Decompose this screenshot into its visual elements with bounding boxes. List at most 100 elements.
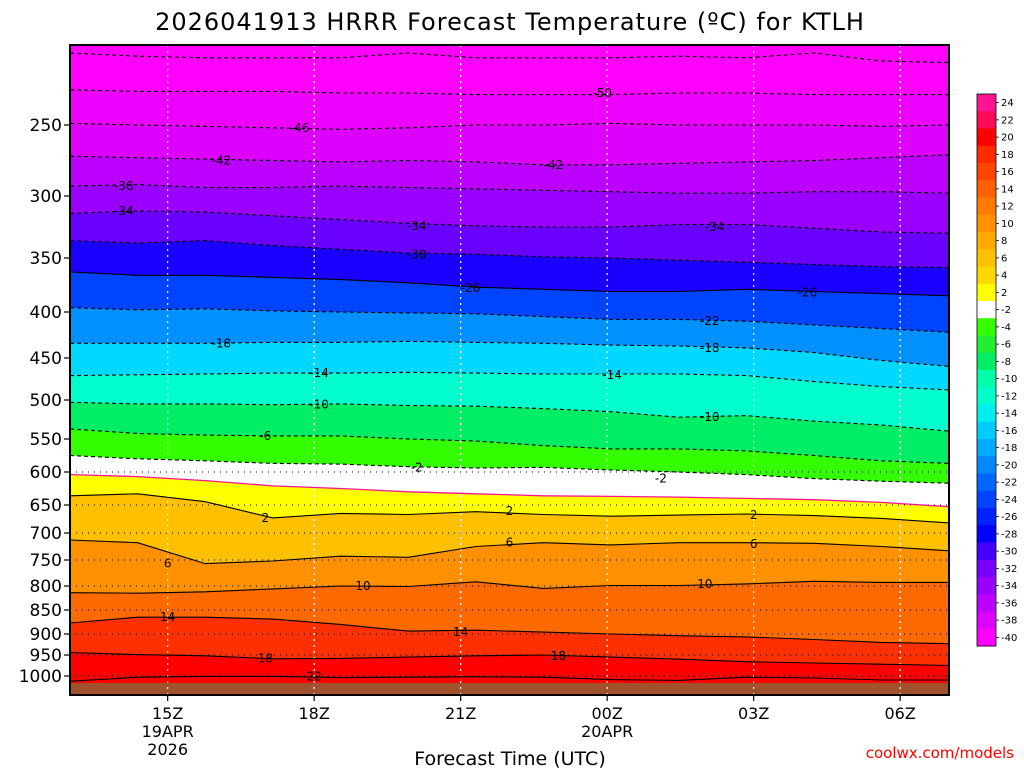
colorbar-label: -38 — [1001, 616, 1017, 627]
colorbar-swatch — [977, 145, 996, 164]
contour-label: 14 — [160, 610, 175, 624]
contour-label: 2 — [262, 511, 270, 525]
contour-line — [70, 675, 949, 682]
colorbar-label: -12 — [1001, 391, 1017, 402]
colorbar-swatch — [977, 456, 996, 474]
contour-label: -34 — [705, 220, 725, 234]
contour-label: 14 — [453, 625, 468, 639]
colorbar-label: -16 — [1001, 426, 1017, 437]
x-tick-label: 21Z — [445, 704, 476, 723]
contour-label: 6 — [750, 537, 758, 551]
colorbar-swatch — [977, 611, 996, 630]
colorbar-swatch — [977, 94, 996, 112]
y-tick-label: 400 — [30, 303, 62, 323]
colorbar-label: -8 — [1001, 357, 1011, 368]
colorbar-label: -28 — [1001, 529, 1017, 540]
x-tick-date: 19APR — [142, 722, 194, 741]
colorbar-swatch — [977, 525, 996, 543]
colorbar-label: 22 — [1001, 115, 1014, 126]
contour-label: -30 — [407, 247, 427, 261]
colorbar-swatch — [977, 577, 996, 595]
colorbar-label: -32 — [1001, 564, 1017, 575]
contour-label: 22 — [307, 669, 322, 683]
y-tick-label: 550 — [30, 430, 62, 450]
colorbar-swatch — [977, 559, 996, 578]
contour-line — [70, 473, 949, 508]
colorbar-label: -10 — [1001, 374, 1017, 385]
contour-label: -14 — [602, 368, 622, 382]
contour-label: -34 — [114, 204, 134, 218]
colorbar-label: -26 — [1001, 512, 1017, 523]
colorbar-swatch — [977, 163, 996, 181]
colorbar-swatch — [977, 508, 996, 526]
contour-label: 2 — [506, 504, 514, 518]
colorbar-swatch — [977, 387, 996, 405]
contour-label: -2 — [655, 472, 667, 486]
colorbar-frame — [976, 93, 997, 647]
temperature-fill — [70, 45, 949, 695]
plot-frame — [69, 44, 950, 696]
colorbar-swatch — [977, 628, 996, 647]
contour-label: -34 — [407, 219, 427, 233]
contour-label: -14 — [309, 366, 329, 380]
x-tick-date: 20APR — [581, 722, 633, 741]
contour-line — [70, 271, 949, 297]
colorbar-swatch — [977, 542, 996, 561]
colorbar-label: 12 — [1001, 202, 1014, 213]
colorbar-label: -6 — [1001, 340, 1011, 351]
colorbar-swatch — [977, 490, 996, 509]
colorbar-swatch — [977, 318, 996, 336]
y-tick-label: 650 — [30, 496, 62, 516]
colorbar-label: 18 — [1001, 150, 1014, 161]
x-tick-label: 03Z — [738, 704, 769, 723]
colorbar-label: -14 — [1001, 409, 1017, 420]
credit-text: coolwx.com/models — [866, 744, 1014, 762]
contour-label: 2 — [750, 508, 758, 522]
colorbar-label: -4 — [1001, 322, 1011, 333]
y-tick-label: 500 — [30, 391, 62, 411]
contour-label: 10 — [355, 579, 370, 593]
colorbar-label: 6 — [1001, 253, 1007, 264]
contour-label: -42 — [544, 158, 564, 172]
contour-label: 18 — [258, 651, 273, 665]
colorbar-swatch — [977, 404, 996, 423]
y-tick-label: 750 — [30, 551, 62, 571]
colorbar-label: 10 — [1001, 219, 1014, 230]
x-tick-year: 2026 — [147, 740, 188, 759]
contour-line — [70, 651, 949, 667]
y-tick-label: 350 — [30, 249, 62, 269]
colorbar-swatch — [977, 232, 996, 250]
y-tick-label: 300 — [30, 187, 62, 207]
colorbar-swatch — [977, 128, 996, 147]
contour-lines — [70, 52, 949, 682]
colorbar-label: 16 — [1001, 167, 1014, 178]
colorbar-swatch — [977, 439, 996, 457]
contour-label: -18 — [212, 336, 232, 350]
colorbar-swatch — [977, 352, 996, 371]
ground-strip — [70, 683, 949, 695]
contour-label: -42 — [212, 154, 232, 168]
colorbar-swatch — [977, 111, 996, 129]
y-tick-label: 600 — [30, 463, 62, 483]
colorbar-swatch — [977, 370, 996, 388]
contour-label: -26 — [461, 281, 481, 295]
y-tick-label: 700 — [30, 524, 62, 544]
colorbar-swatch — [977, 197, 996, 216]
colorbar-label: 8 — [1001, 236, 1007, 247]
contour-line — [70, 539, 949, 565]
contour-label: -10 — [700, 410, 720, 424]
y-tick-label: 450 — [30, 349, 62, 369]
colorbar-swatch — [977, 283, 996, 302]
contour-label: 6 — [164, 557, 172, 571]
chart-title: 2026041913 HRRR Forecast Temperature (ºC… — [155, 8, 865, 36]
colorbar-swatch — [977, 214, 996, 233]
colorbar-label: -2 — [1001, 305, 1011, 316]
x-tick-label: 18Z — [299, 704, 330, 723]
contour-line — [70, 616, 949, 645]
x-tick-label: 06Z — [885, 704, 916, 723]
colorbar-swatch — [977, 594, 996, 612]
colorbar-label: -34 — [1001, 581, 1017, 592]
contour-label: -50 — [592, 86, 612, 100]
